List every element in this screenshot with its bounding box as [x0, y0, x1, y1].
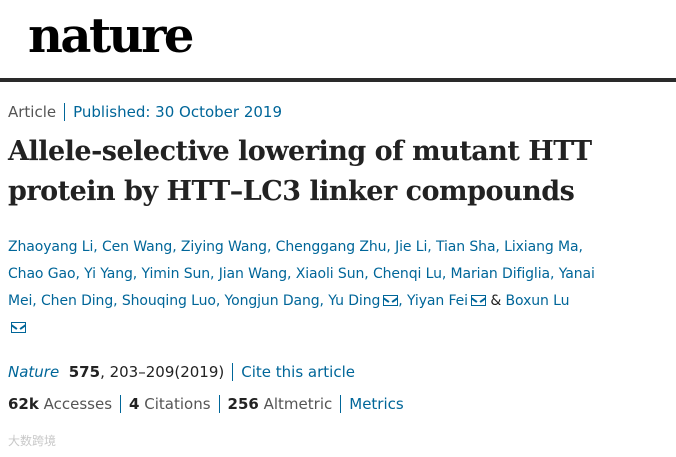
author-link[interactable]: Tian Sha [435, 239, 496, 255]
author-link[interactable]: Jie Li [395, 239, 428, 255]
envelope-icon[interactable] [11, 322, 26, 333]
metrics-line: 62k Accesses 4 Citations 256 Altmetric Metr… [8, 395, 404, 413]
journal-name: Nature [8, 363, 60, 381]
citation-line: Nature 575, 203–209(2019) Cite this artic… [8, 363, 355, 381]
author-link[interactable]: Ziying Wang [180, 239, 267, 255]
author-link[interactable]: Chenggang Zhu [275, 239, 387, 255]
nature-logo[interactable]: nature [28, 8, 194, 64]
author-link[interactable]: Chenqi Lu [372, 266, 442, 282]
title-line-1: Allele-selective lowering of mutant HTT [8, 136, 592, 167]
citation-divider [232, 363, 234, 381]
metrics-divider [340, 395, 342, 413]
author-link[interactable]: Lixiang Ma [504, 239, 579, 255]
altmetric-label: Altmetric [263, 395, 333, 413]
author-link[interactable]: Chen Ding [41, 293, 114, 309]
metrics-link[interactable]: Metrics [349, 395, 404, 413]
envelope-icon[interactable] [470, 295, 486, 306]
journal-volume: 575 [68, 363, 101, 381]
author-link[interactable]: Yiyan Fei [406, 293, 468, 309]
author-link[interactable]: Chao Gao [8, 266, 76, 282]
journal-pages: , 203–209(2019) [100, 363, 225, 381]
altmetric-score: 256 [227, 395, 259, 413]
accesses-count: 62k [8, 395, 39, 413]
article-type: Article [8, 103, 57, 121]
author-link[interactable]: Boxun Lu [505, 293, 570, 309]
author-link[interactable]: Yu Ding [328, 293, 381, 309]
masthead-rule [0, 78, 676, 82]
author-ampersand: & [490, 293, 502, 309]
article-title: Allele-selective lowering of mutant HTT … [8, 132, 648, 212]
watermark: 大数跨境 [8, 434, 57, 448]
author-link[interactable]: Jian Wang [218, 266, 288, 282]
metrics-divider [218, 395, 220, 413]
metrics-divider [120, 395, 122, 413]
meta-divider [64, 103, 66, 121]
article-meta: Article Published: 30 October 2019 [8, 103, 282, 121]
author-link[interactable]: Yongjun Dang [224, 293, 320, 309]
author-link[interactable]: Xiaoli Sun [295, 266, 365, 282]
title-line-2: protein by HTT–LC3 linker compounds [8, 176, 575, 207]
masthead: nature [28, 6, 194, 66]
published-date: Published: 30 October 2019 [73, 103, 282, 121]
accesses-label: Accesses [43, 395, 113, 413]
citations-label: Citations [144, 395, 211, 413]
author-link[interactable]: Yi Yang [84, 266, 133, 282]
author-link[interactable]: Shouqing Luo [121, 293, 216, 309]
author-list: Zhaoyang Li, Cen Wang, Ziying Wang, Chen… [8, 234, 668, 342]
envelope-icon[interactable] [383, 295, 399, 306]
author-link[interactable]: Zhaoyang Li [8, 239, 94, 255]
author-link[interactable]: Yimin Sun [141, 266, 211, 282]
author-link[interactable]: Cen Wang [101, 239, 173, 255]
author-link[interactable]: Marian Difiglia [450, 266, 551, 282]
cite-this-article-link[interactable]: Cite this article [241, 363, 355, 381]
author-link[interactable]: Mei [8, 293, 33, 309]
citations-count: 4 [129, 395, 140, 413]
